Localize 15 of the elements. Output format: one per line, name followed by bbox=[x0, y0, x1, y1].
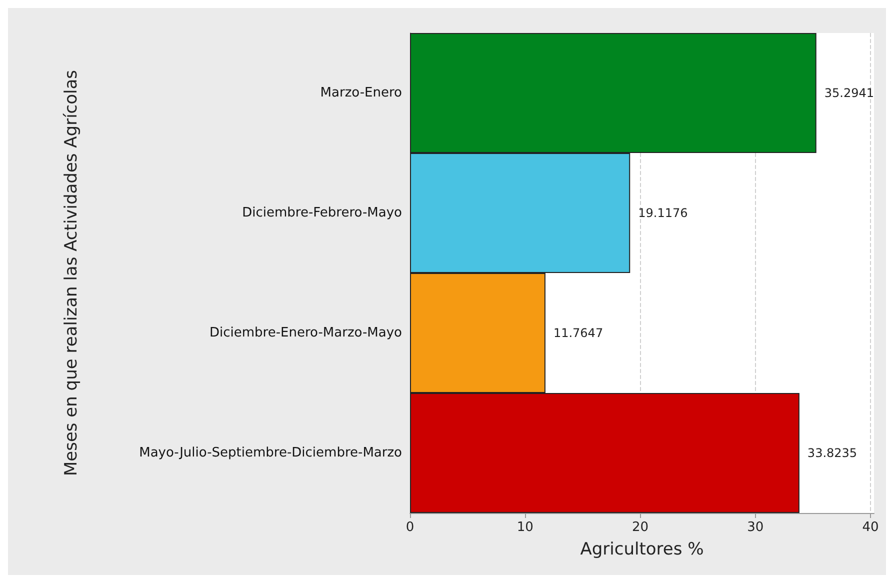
y-tick-label: Marzo-Enero bbox=[320, 86, 402, 100]
y-tick-label: Mayo-Julio-Septiembre-Diciembre-Marzo bbox=[139, 446, 402, 460]
y-tick-label: Diciembre-Febrero-Mayo bbox=[242, 206, 402, 220]
data-label: 19.1176 bbox=[638, 206, 688, 220]
x-tick-label: 40 bbox=[862, 520, 879, 535]
x-axis-title: Agricultores % bbox=[580, 540, 704, 560]
data-label: 11.7647 bbox=[553, 326, 604, 340]
data-label: 33.8235 bbox=[807, 446, 858, 460]
data-label: 35.2941 bbox=[824, 86, 874, 100]
x-tick-label: 20 bbox=[632, 520, 649, 535]
x-tick-label: 10 bbox=[516, 520, 534, 535]
y-tick-label: Diciembre-Enero-Marzo-Mayo bbox=[209, 326, 402, 340]
x-tick-label: 30 bbox=[747, 520, 764, 535]
y-axis-title: Meses en que realizan las Actividades Agrícolas bbox=[62, 70, 82, 476]
x-tick-label: 0 bbox=[406, 520, 414, 535]
